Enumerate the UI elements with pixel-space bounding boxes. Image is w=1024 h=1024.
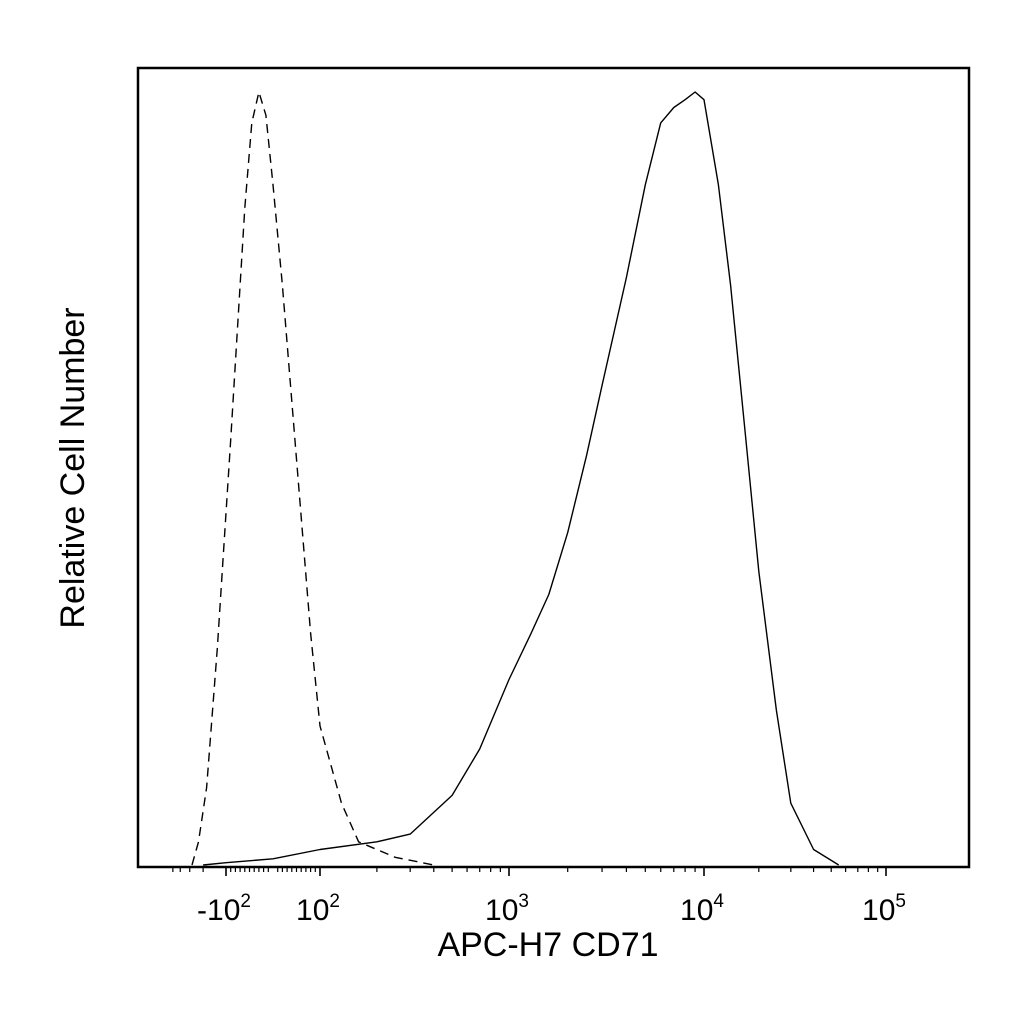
series-layer — [191, 91, 840, 866]
x-tick-exponent: 4 — [713, 891, 724, 912]
control-histogram-line — [191, 91, 434, 866]
x-tick-exponent: 3 — [518, 891, 529, 912]
x-tick-exponent: 2 — [240, 891, 251, 912]
x-tick-label: -102 — [197, 891, 251, 927]
x-tick-label: 103 — [485, 891, 529, 927]
x-tick-labels: -102 102 103 104 105 — [197, 891, 906, 927]
x-tick-exponent: 5 — [895, 891, 906, 912]
x-axis-label: APC-H7 CD71 — [437, 926, 658, 964]
minor-ticks — [172, 867, 879, 872]
major-ticks — [225, 867, 887, 876]
plot-frame — [136, 66, 971, 869]
x-tick-exponent: 2 — [329, 891, 340, 912]
y-axis-label: Relative Cell Number — [54, 307, 92, 628]
stained-histogram-line — [203, 91, 840, 866]
x-tick-label: 102 — [296, 891, 340, 927]
x-tick-label: 105 — [862, 891, 906, 927]
x-tick-label: 104 — [680, 891, 724, 927]
